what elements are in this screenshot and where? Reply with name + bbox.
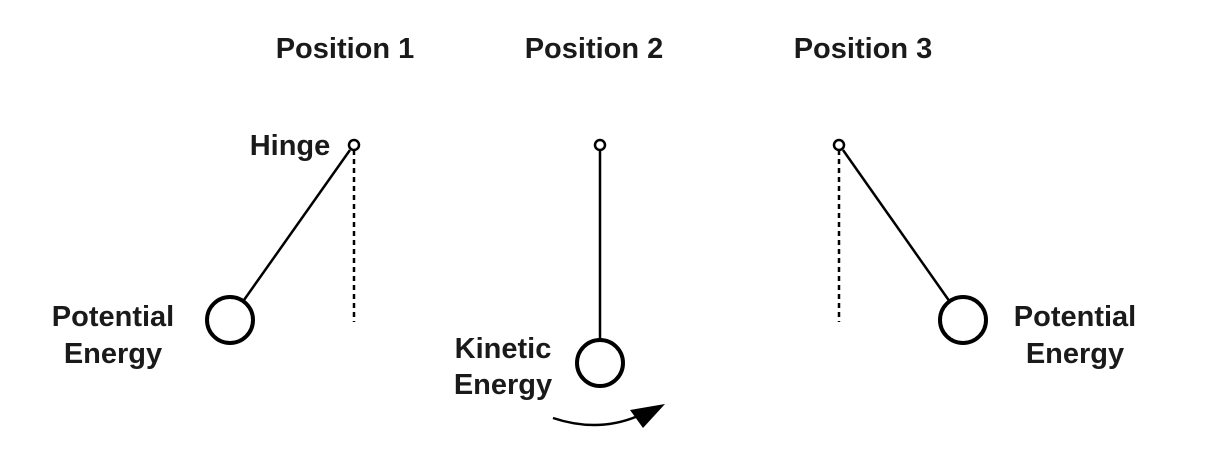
swing-direction-arrow-icon bbox=[552, 404, 665, 428]
position-2-group: Position 2 Kinetic Energy bbox=[454, 33, 665, 428]
position-2-title: Position 2 bbox=[525, 33, 664, 65]
position-3-title: Position 3 bbox=[794, 33, 933, 65]
position-1-title: Position 1 bbox=[276, 33, 415, 65]
position-1-hinge bbox=[347, 138, 361, 152]
position-2-energy-label-line2: Energy bbox=[454, 369, 552, 401]
position-1-energy-label-line2: Energy bbox=[64, 338, 162, 370]
position-3-pendulum-string bbox=[841, 149, 952, 303]
position-1-pendulum-string bbox=[242, 149, 352, 301]
position-3-hinge bbox=[832, 138, 846, 152]
hinge-label: Hinge bbox=[250, 130, 331, 162]
position-2-hinge bbox=[593, 138, 607, 152]
position-3-energy-label-line1: Potential bbox=[1014, 301, 1136, 333]
position-3-pendulum-bob bbox=[938, 295, 988, 345]
position-2-energy-label-line1: Kinetic bbox=[455, 333, 552, 365]
position-3-group: Position 3 Potential Energy bbox=[794, 33, 1137, 370]
position-3-energy-label-line2: Energy bbox=[1026, 338, 1124, 370]
position-1-group: Position 1 Hinge Potential Energy bbox=[52, 33, 415, 370]
position-2-pendulum-bob bbox=[575, 338, 625, 388]
position-1-pendulum-bob bbox=[205, 295, 255, 345]
position-1-energy-label-line1: Potential bbox=[52, 301, 174, 333]
